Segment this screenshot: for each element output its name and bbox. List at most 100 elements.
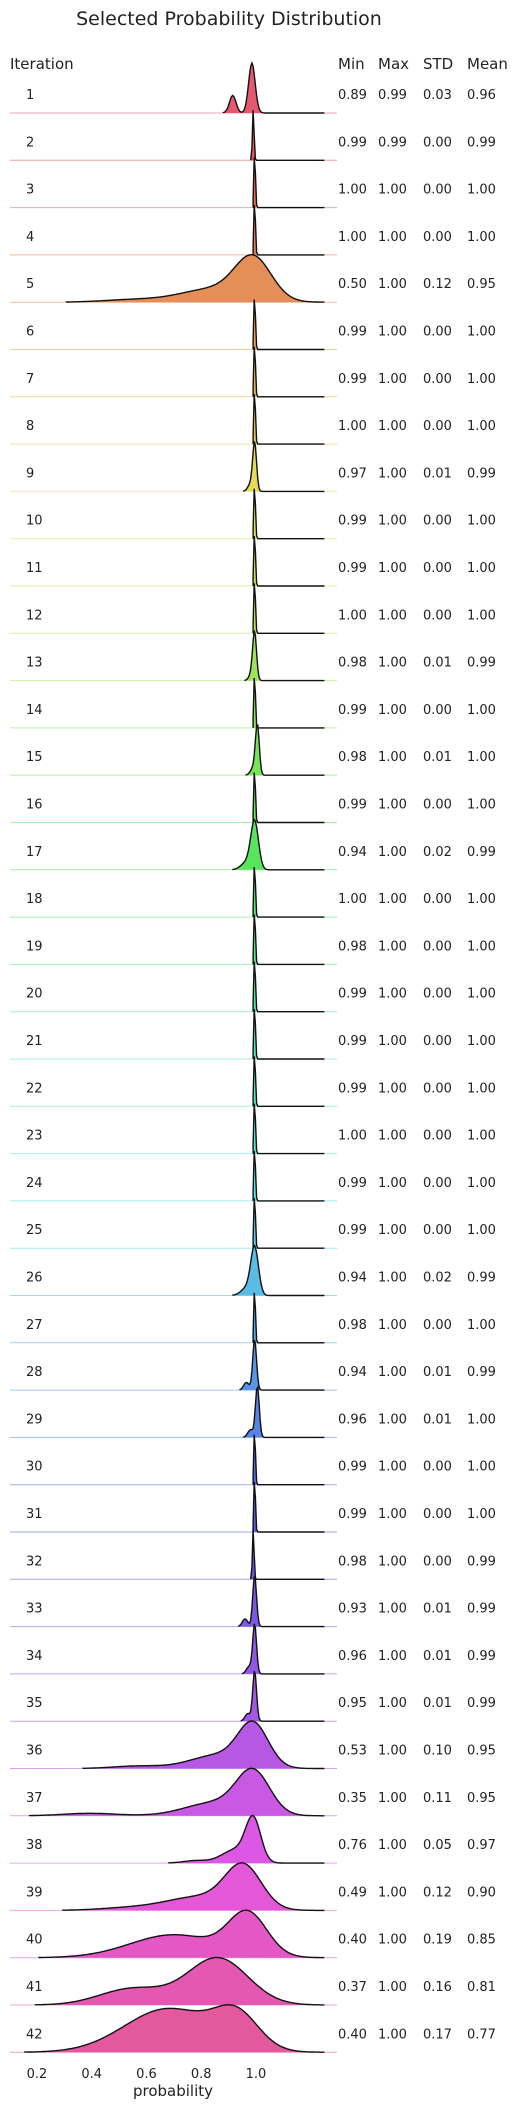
- ridge-row: 4 1.00 1.00 0.00 1.00: [10, 204, 496, 256]
- iteration-label: 42: [26, 2027, 43, 2042]
- stat-max: 1.00: [378, 1838, 407, 1853]
- stat-min: 0.89: [338, 88, 367, 103]
- ridge-fill: [253, 157, 325, 208]
- stat-mean: 0.99: [467, 1602, 496, 1617]
- stat-mean: 0.81: [467, 1980, 496, 1995]
- ridge-fill: [253, 1292, 325, 1343]
- stat-header-std: STD: [423, 55, 453, 73]
- stat-std: 0.01: [423, 1412, 452, 1427]
- ridge-outline: [82, 1720, 325, 1770]
- stat-max: 1.00: [378, 1885, 407, 1900]
- stat-mean: 1.00: [467, 419, 496, 434]
- stat-min: 1.00: [338, 183, 367, 198]
- stat-mean: 0.99: [467, 1365, 496, 1380]
- stat-std: 0.17: [423, 2027, 452, 2042]
- iteration-label: 16: [26, 798, 43, 813]
- stat-max: 1.00: [378, 1460, 407, 1475]
- iteration-label: 10: [26, 514, 43, 529]
- stat-std: 0.01: [423, 1365, 452, 1380]
- ridge-row: 38 0.76 1.00 0.05 0.97: [10, 1814, 496, 1864]
- ridge-outline: [252, 1198, 325, 1249]
- stat-max: 1.00: [378, 1507, 407, 1522]
- ridge-outline: [62, 1862, 325, 1912]
- stat-min: 0.49: [338, 1885, 367, 1900]
- stat-std: 0.00: [423, 1129, 452, 1144]
- stat-std: 0.00: [423, 372, 452, 387]
- stat-min: 0.99: [338, 135, 367, 150]
- ridge-outline: [232, 1244, 325, 1297]
- ridge-row: 2 0.99 0.99 0.00 0.99: [10, 110, 496, 161]
- ridge-fill: [253, 961, 325, 1012]
- stat-std: 0.00: [423, 514, 452, 529]
- iteration-label: 13: [26, 656, 43, 671]
- stat-max: 1.00: [378, 608, 407, 623]
- stat-std: 0.00: [423, 1034, 452, 1049]
- stat-min: 0.37: [338, 1980, 367, 1995]
- stat-mean: 1.00: [467, 1223, 496, 1238]
- ridge-row: 9 0.97 1.00 0.01 0.99: [10, 441, 496, 493]
- stat-max: 1.00: [378, 1176, 407, 1191]
- ridge-row: 12 1.00 1.00 0.00 1.00: [10, 583, 496, 634]
- ridge-row: 32 0.98 1.00 0.00 0.99: [10, 1529, 496, 1580]
- iteration-label: 26: [26, 1271, 43, 1286]
- ridge-outline: [38, 1909, 325, 1959]
- ridge-outline: [252, 1434, 325, 1486]
- ridge-fill: [66, 254, 325, 303]
- stat-min: 0.99: [338, 798, 367, 813]
- ridge-row: 34 0.96 1.00 0.01 0.99: [10, 1623, 496, 1675]
- stat-std: 0.00: [423, 798, 452, 813]
- stat-min: 0.50: [338, 277, 367, 292]
- iteration-label: 21: [26, 1034, 43, 1049]
- ridge-outline: [252, 346, 325, 398]
- ridge-fill: [253, 346, 325, 397]
- ridge-fill: [253, 1009, 325, 1059]
- iteration-label: 4: [26, 230, 34, 245]
- ridge-outline: [252, 1292, 325, 1344]
- ridge-outline: [252, 1481, 325, 1533]
- iteration-label: 30: [26, 1460, 43, 1475]
- stat-mean: 1.00: [467, 561, 496, 576]
- stat-min: 0.99: [338, 1081, 367, 1096]
- stat-mean: 0.99: [467, 466, 496, 481]
- stat-max: 1.00: [378, 1791, 407, 1806]
- stat-max: 1.00: [378, 1744, 407, 1759]
- ridge-row: 11 0.99 1.00 0.00 1.00: [10, 535, 496, 587]
- ridge-row: 17 0.94 1.00 0.02 0.99: [10, 818, 496, 871]
- stat-std: 0.00: [423, 1318, 452, 1333]
- stat-min: 1.00: [338, 608, 367, 623]
- ridge-fill: [253, 772, 325, 823]
- ridge-fill: [241, 1671, 325, 1722]
- stat-max: 1.00: [378, 277, 407, 292]
- stat-max: 1.00: [378, 892, 407, 907]
- x-tick-label: 0.2: [27, 2067, 48, 2082]
- stat-min: 0.40: [338, 2027, 367, 2042]
- stat-min: 0.98: [338, 656, 367, 671]
- ridge-fill: [242, 1623, 325, 1674]
- ridge-outline: [252, 1008, 325, 1060]
- stat-mean: 1.00: [467, 1176, 496, 1191]
- ridge-fill: [245, 725, 325, 776]
- ridge-outline: [239, 1339, 325, 1391]
- stat-max: 1.00: [378, 419, 407, 434]
- iteration-label: 9: [26, 466, 34, 481]
- stat-mean: 1.00: [467, 939, 496, 954]
- ridge-row: 29 0.96 1.00 0.01 1.00: [10, 1385, 496, 1439]
- stat-min: 1.00: [338, 230, 367, 245]
- stat-mean: 1.00: [467, 230, 496, 245]
- ridge-row: 10 0.99 1.00 0.00 1.00: [10, 488, 496, 540]
- x-axis: 0.2 0.4 0.6 0.8 1.0: [27, 2067, 267, 2082]
- ridge-row: 13 0.98 1.00 0.01 0.99: [10, 630, 496, 682]
- stat-mean: 1.00: [467, 1460, 496, 1475]
- ridge-outline: [23, 2004, 325, 2053]
- x-axis-label: probability: [133, 2082, 213, 2100]
- ridge-row: 25 0.99 1.00 0.00 1.00: [10, 1198, 496, 1249]
- iteration-label: 38: [26, 1838, 43, 1853]
- ridge-row: 16 0.99 1.00 0.00 1.00: [10, 772, 496, 824]
- ridge-outline: [238, 1576, 325, 1628]
- stat-max: 1.00: [378, 1412, 407, 1427]
- ridge-row: 30 0.99 1.00 0.00 1.00: [10, 1434, 496, 1486]
- ridge-fill: [232, 819, 325, 870]
- ridge-fill: [250, 110, 325, 161]
- ridge-outline: [252, 535, 325, 587]
- ridge-fill: [253, 914, 325, 965]
